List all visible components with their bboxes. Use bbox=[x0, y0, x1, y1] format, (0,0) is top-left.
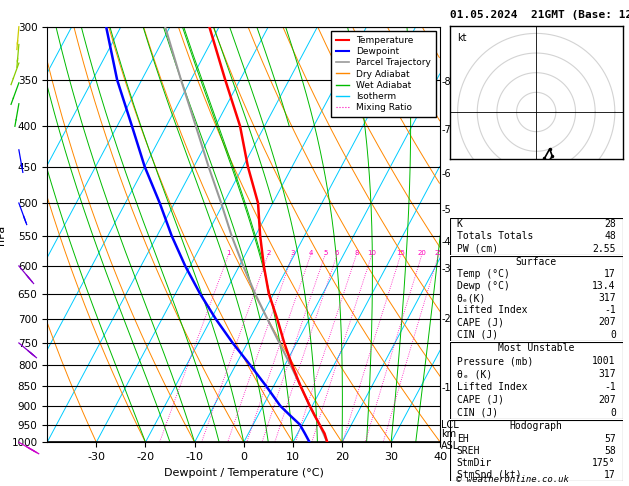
Text: Pressure (mb): Pressure (mb) bbox=[457, 356, 533, 366]
Text: 1001: 1001 bbox=[593, 356, 616, 366]
Text: PW (cm): PW (cm) bbox=[457, 243, 498, 254]
Text: CIN (J): CIN (J) bbox=[457, 408, 498, 418]
Text: 175°: 175° bbox=[593, 458, 616, 468]
Text: Hodograph: Hodograph bbox=[509, 421, 563, 432]
Text: 8: 8 bbox=[354, 250, 359, 256]
Text: LCL: LCL bbox=[441, 420, 459, 430]
Text: CIN (J): CIN (J) bbox=[457, 330, 498, 340]
Text: © weatheronline.co.uk: © weatheronline.co.uk bbox=[456, 474, 569, 484]
Text: Surface: Surface bbox=[516, 257, 557, 267]
Text: 13.4: 13.4 bbox=[593, 281, 616, 291]
Text: 2: 2 bbox=[266, 250, 270, 256]
Text: -1: -1 bbox=[604, 382, 616, 392]
Text: 3: 3 bbox=[291, 250, 295, 256]
Text: 317: 317 bbox=[598, 293, 616, 303]
Text: -3: -3 bbox=[441, 264, 451, 274]
Text: 48: 48 bbox=[604, 231, 616, 242]
Text: 6: 6 bbox=[335, 250, 340, 256]
Text: -1: -1 bbox=[604, 305, 616, 315]
Text: 317: 317 bbox=[598, 369, 616, 379]
Text: CAPE (J): CAPE (J) bbox=[457, 317, 504, 328]
Text: 17: 17 bbox=[604, 470, 616, 480]
Text: 10: 10 bbox=[367, 250, 377, 256]
Text: -8: -8 bbox=[441, 77, 451, 87]
Text: 25: 25 bbox=[435, 250, 443, 256]
Text: CAPE (J): CAPE (J) bbox=[457, 395, 504, 405]
Text: Lifted Index: Lifted Index bbox=[457, 305, 527, 315]
Text: 0: 0 bbox=[610, 330, 616, 340]
Text: 4: 4 bbox=[309, 250, 313, 256]
Text: Totals Totals: Totals Totals bbox=[457, 231, 533, 242]
Text: StmDir: StmDir bbox=[457, 458, 492, 468]
Text: -7: -7 bbox=[441, 125, 451, 135]
Text: 58: 58 bbox=[604, 446, 616, 456]
Text: -2: -2 bbox=[441, 314, 451, 324]
Text: 28: 28 bbox=[604, 219, 616, 229]
Text: km
ASL: km ASL bbox=[441, 429, 459, 451]
Text: 17: 17 bbox=[604, 269, 616, 279]
Text: Lifted Index: Lifted Index bbox=[457, 382, 527, 392]
Text: StmSpd (kt): StmSpd (kt) bbox=[457, 470, 521, 480]
Text: θₑ(K): θₑ(K) bbox=[457, 293, 486, 303]
Text: 2.55: 2.55 bbox=[593, 243, 616, 254]
Text: 207: 207 bbox=[598, 395, 616, 405]
Text: 1: 1 bbox=[226, 250, 231, 256]
Text: Most Unstable: Most Unstable bbox=[498, 343, 574, 353]
Text: 01.05.2024  21GMT (Base: 12): 01.05.2024 21GMT (Base: 12) bbox=[450, 10, 629, 20]
Text: 20: 20 bbox=[418, 250, 426, 256]
Text: Dewp (°C): Dewp (°C) bbox=[457, 281, 509, 291]
Text: -4: -4 bbox=[441, 237, 451, 247]
X-axis label: Dewpoint / Temperature (°C): Dewpoint / Temperature (°C) bbox=[164, 468, 324, 478]
Text: K: K bbox=[457, 219, 462, 229]
Text: 57: 57 bbox=[604, 434, 616, 444]
Y-axis label: hPa: hPa bbox=[0, 225, 6, 244]
Text: -6: -6 bbox=[441, 169, 451, 179]
Text: 207: 207 bbox=[598, 317, 616, 328]
Text: kt: kt bbox=[457, 34, 467, 43]
Text: 0: 0 bbox=[610, 408, 616, 418]
Text: SREH: SREH bbox=[457, 446, 480, 456]
Text: θₑ (K): θₑ (K) bbox=[457, 369, 492, 379]
Text: EH: EH bbox=[457, 434, 469, 444]
Text: -5: -5 bbox=[441, 205, 451, 215]
Text: -1: -1 bbox=[441, 383, 451, 393]
Text: Temp (°C): Temp (°C) bbox=[457, 269, 509, 279]
Text: 15: 15 bbox=[396, 250, 405, 256]
Legend: Temperature, Dewpoint, Parcel Trajectory, Dry Adiabat, Wet Adiabat, Isotherm, Mi: Temperature, Dewpoint, Parcel Trajectory… bbox=[331, 31, 436, 117]
Text: 5: 5 bbox=[323, 250, 327, 256]
